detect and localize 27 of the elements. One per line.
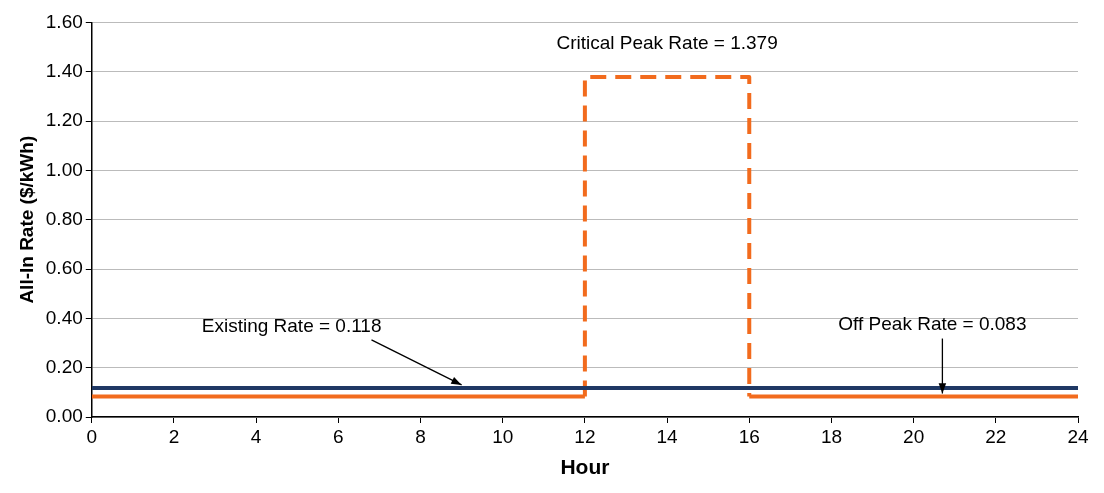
x-tick-label: 10 — [492, 425, 514, 447]
y-tick-label: 1.60 — [45, 10, 83, 32]
annotation: Critical Peak Rate = 1.379 — [556, 31, 778, 53]
x-tick-label: 18 — [820, 425, 843, 447]
x-tick-label: 14 — [656, 425, 679, 447]
x-tick-label: 24 — [1067, 425, 1089, 447]
x-tick-label: 20 — [903, 425, 925, 447]
x-axis-title: Hour — [560, 455, 610, 479]
y-tick-label: 0.40 — [45, 306, 83, 328]
y-tick-label: 0.20 — [45, 355, 83, 377]
x-tick-label: 2 — [168, 425, 180, 447]
y-tick-label: 0.00 — [45, 405, 83, 427]
x-tick-label: 22 — [985, 425, 1007, 447]
x-tick-label: 12 — [574, 425, 596, 447]
y-tick-label: 0.80 — [45, 207, 83, 229]
y-tick-label: 1.40 — [45, 59, 83, 81]
x-tick-label: 8 — [415, 425, 426, 447]
x-tick-label: 6 — [333, 425, 344, 447]
x-tick-label: 0 — [86, 425, 98, 447]
x-tick-label: 4 — [250, 425, 262, 447]
y-axis-title: All-In Rate ($/kWh) — [15, 135, 37, 304]
annotation: Existing Rate = 0.118 — [201, 314, 382, 336]
annotation: Off Peak Rate = 0.083 — [838, 313, 1027, 335]
y-tick-label: 1.00 — [45, 158, 83, 180]
y-tick-label: 0.60 — [45, 257, 83, 279]
y-tick-label: 1.20 — [45, 109, 83, 131]
x-tick-label: 16 — [738, 425, 760, 447]
